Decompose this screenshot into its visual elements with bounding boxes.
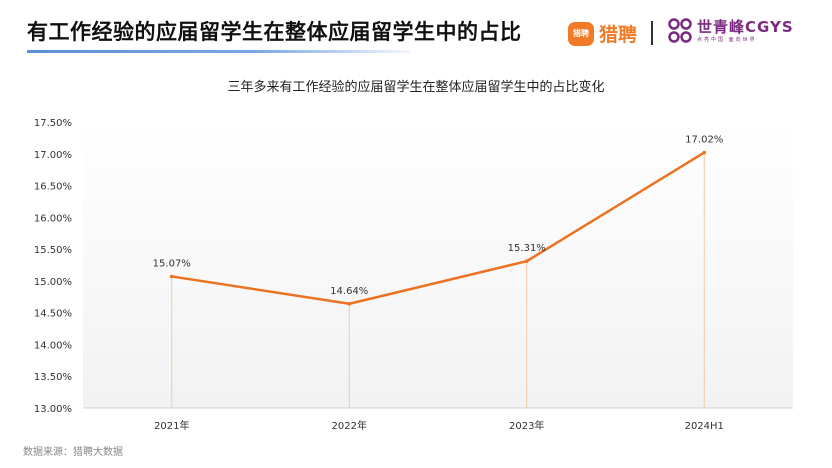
- y-tick-label: 15.50%: [34, 245, 72, 256]
- cgys-slogan: 点亮中国 面向世界: [697, 37, 757, 43]
- data-label: 17.02%: [685, 135, 723, 146]
- data-source-note: 数据来源：猎聘大数据: [23, 447, 123, 458]
- x-tick-label: 2022年: [332, 419, 367, 432]
- y-tick-label: 14.00%: [34, 340, 72, 351]
- data-point: [524, 259, 529, 263]
- y-tick-label: 17.50%: [34, 118, 72, 129]
- title-underline: [27, 50, 410, 53]
- chart-title: 三年多来有工作经验的应届留学生在整体应届留学生中的占比变化: [227, 80, 605, 95]
- liepin-brand: 猎聘 猎聘: [568, 20, 637, 47]
- x-tick-label: 2024H1: [685, 421, 724, 432]
- brand-divider: [651, 21, 653, 45]
- x-tick-label: 2023年: [509, 419, 544, 432]
- y-tick-label: 16.00%: [34, 213, 72, 224]
- y-tick-label: 17.00%: [34, 150, 72, 161]
- data-point: [347, 301, 352, 306]
- plot-area: [83, 118, 793, 408]
- cgys-logo-icon: [668, 18, 692, 43]
- data-point: [702, 150, 707, 155]
- y-tick-label: 13.00%: [34, 404, 72, 415]
- data-label: 15.07%: [153, 258, 191, 269]
- cgys-brand-name: 世青峰CGYS: [697, 18, 794, 36]
- liepin-logo-icon: 猎聘: [568, 21, 594, 46]
- data-point: [169, 274, 174, 279]
- cgys-brand: 世青峰CGYS 点亮中国 面向世界: [668, 18, 794, 46]
- x-tick-label: 2021年: [154, 419, 189, 432]
- liepin-brand-name: 猎聘: [599, 24, 638, 46]
- y-tick-label: 16.50%: [34, 182, 72, 193]
- y-tick-label: 15.00%: [34, 277, 72, 288]
- data-label: 15.31%: [508, 243, 546, 254]
- data-label: 14.64%: [330, 286, 368, 297]
- series-line: [171, 151, 705, 306]
- y-tick-label: 14.50%: [34, 309, 72, 320]
- y-tick-label: 13.50%: [34, 372, 72, 383]
- page-title: 有工作经验的应届留学生在整体应届留学生中的占比: [27, 20, 522, 44]
